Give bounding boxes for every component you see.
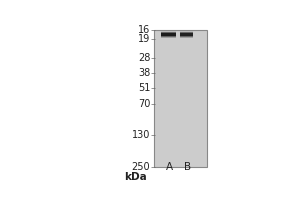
Bar [180,31,193,34]
Bar [161,31,176,34]
Bar [161,35,176,38]
Bar [180,32,193,35]
Text: 51: 51 [138,83,150,93]
Text: 28: 28 [138,53,150,63]
Text: B: B [184,162,191,172]
Text: kDa: kDa [124,172,146,182]
Bar [154,30,207,167]
Bar [161,32,176,35]
Bar [180,32,193,36]
Bar [180,33,193,36]
Text: 16: 16 [138,25,150,35]
Text: 19: 19 [138,34,150,44]
Bar [180,34,193,37]
Text: A: A [166,162,173,172]
Bar [161,33,176,36]
Bar [180,34,193,38]
Text: 130: 130 [132,130,150,140]
Bar [161,34,176,37]
Bar [180,35,193,38]
Text: 250: 250 [132,162,150,172]
Text: 38: 38 [138,68,150,78]
Bar [161,34,176,38]
Bar [161,32,176,36]
Text: 70: 70 [138,99,150,109]
